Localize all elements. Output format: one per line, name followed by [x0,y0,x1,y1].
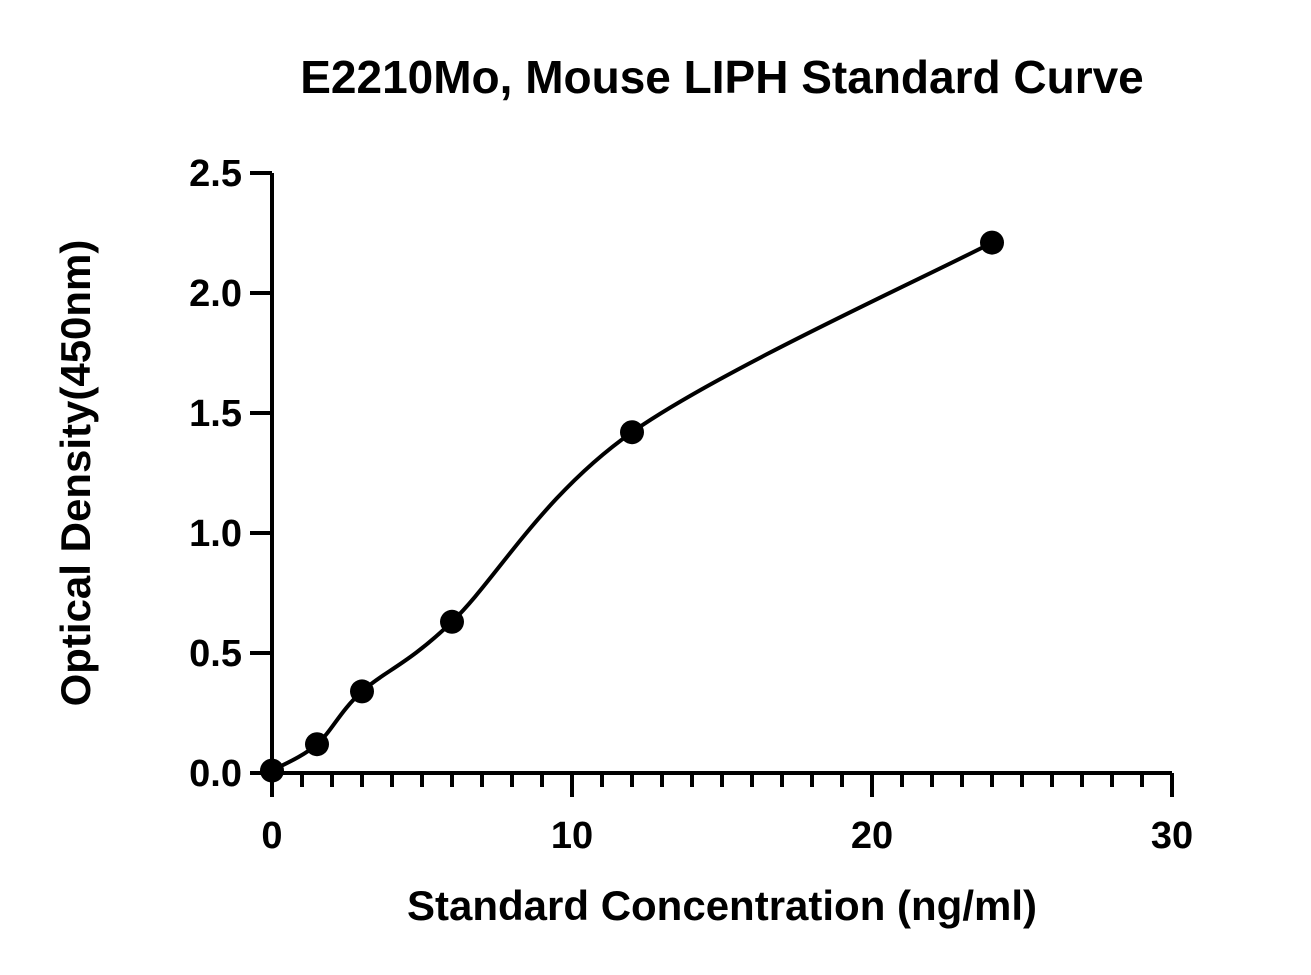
y-tick-label-0: 0.0 [189,753,242,795]
y-axis-title: Optical Density(450nm) [52,240,99,707]
data-point-5 [980,230,1004,255]
y-tick-label-1: 0.5 [189,633,242,675]
x-tick-label-0: 0 [261,815,282,857]
chart-title: E2210Mo, Mouse LIPH Standard Curve [300,51,1144,103]
fit-curve [270,240,993,773]
y-tick-label-2: 1.0 [189,513,242,555]
y-tick-label-5: 2.5 [189,153,242,195]
data-point-4 [620,420,644,445]
y-tick-label-3: 1.5 [189,393,242,435]
data-point-3 [440,609,464,634]
data-point-0 [260,758,284,783]
x-tick-label-2: 20 [851,815,893,857]
x-tick-label-3: 30 [1151,815,1193,857]
y-axis-title-group: Optical Density(450nm) [52,240,99,707]
plot-area: 0.0 0.5 1.0 1.5 2.0 2.5 0 10 20 30 [189,153,1193,857]
data-point-2 [350,679,374,704]
y-tick-label-4: 2.0 [189,273,242,315]
data-point-1 [305,732,329,757]
x-tick-label-1: 10 [551,815,593,857]
x-axis-title: Standard Concentration (ng/ml) [407,882,1037,929]
